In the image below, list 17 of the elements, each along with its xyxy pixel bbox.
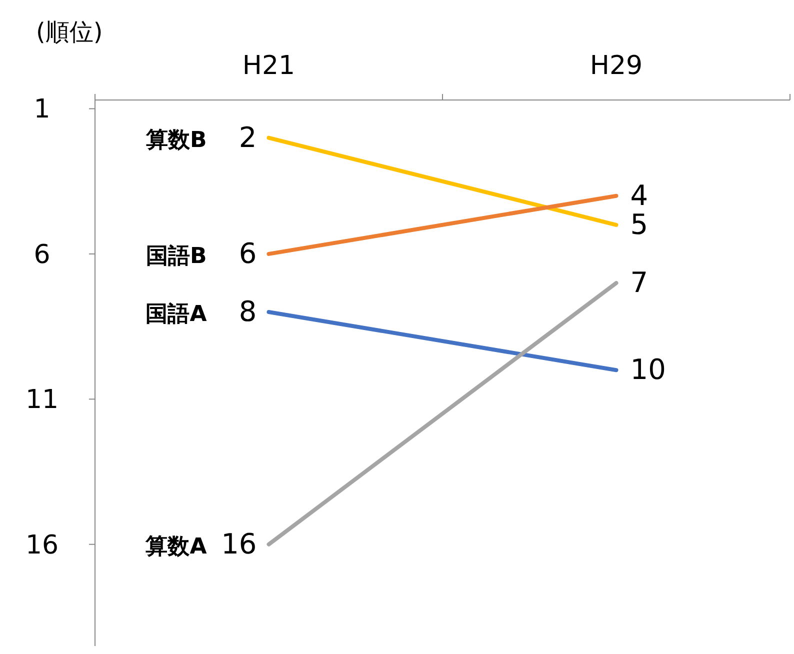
- text: 算数A: [144, 534, 207, 560]
- x-tick-label: H29: [590, 51, 643, 81]
- text: 算数B: [144, 128, 207, 153]
- x-tick-label: H21: [242, 51, 296, 81]
- data-label: 2: [238, 120, 257, 154]
- y-axis-title: (順位): [36, 18, 103, 46]
- y-tick-label: 11: [25, 385, 59, 416]
- data-label: 7: [630, 266, 648, 299]
- text: 国語B: [146, 244, 207, 269]
- text: 国語A: [146, 302, 207, 328]
- data-label: 16: [221, 527, 257, 560]
- data-label: 6: [238, 236, 257, 270]
- y-tick-label: 16: [25, 530, 59, 560]
- y-tick-label: 6: [34, 240, 50, 270]
- data-label: 10: [630, 353, 666, 386]
- data-label: 8: [238, 295, 257, 328]
- y-tick-label: 1: [34, 94, 50, 125]
